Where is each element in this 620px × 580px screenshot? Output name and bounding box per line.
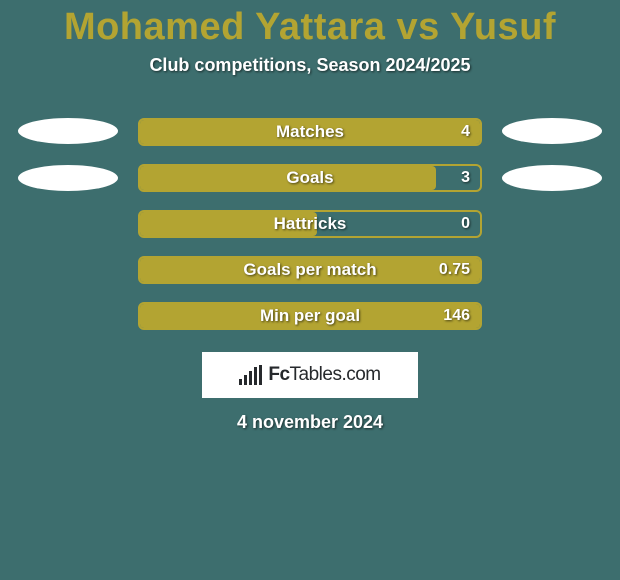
stat-row: Min per goal146 [10, 302, 610, 330]
player-marker-left [18, 165, 118, 191]
stat-bar: Matches4 [138, 118, 482, 146]
fctables-logo: FcTables.com [202, 352, 418, 398]
page-title: Mohamed Yattara vs Yusuf [0, 0, 620, 49]
stat-row: Hattricks0 [10, 210, 610, 238]
stat-row: Matches4 [10, 118, 610, 146]
stat-row: Goals per match0.75 [10, 256, 610, 284]
player-marker-left [18, 118, 118, 144]
stat-bar-fill [140, 120, 480, 144]
stat-bar: Goals per match0.75 [138, 256, 482, 284]
stat-bar-fill [140, 212, 317, 236]
stat-bar: Hattricks0 [138, 210, 482, 238]
player-marker-right [502, 165, 602, 191]
date-text: 4 november 2024 [0, 412, 620, 433]
stat-row: Goals3 [10, 164, 610, 192]
stat-bar: Min per goal146 [138, 302, 482, 330]
stat-value: 3 [461, 166, 470, 190]
stat-value: 0 [461, 212, 470, 236]
stat-bar-fill [140, 258, 480, 282]
stats-list: Matches4 Goals3 Hattricks0 Goals per match0… [0, 118, 620, 330]
logo-text: FcTables.com [268, 364, 380, 386]
stat-bar-fill [140, 166, 436, 190]
comparison-card: Mohamed Yattara vs Yusuf Club competitio… [0, 0, 620, 580]
logo-bars-icon [239, 365, 262, 385]
subtitle: Club competitions, Season 2024/2025 [0, 55, 620, 76]
player-marker-right [502, 118, 602, 144]
stat-bar-fill [140, 304, 480, 328]
stat-bar: Goals3 [138, 164, 482, 192]
